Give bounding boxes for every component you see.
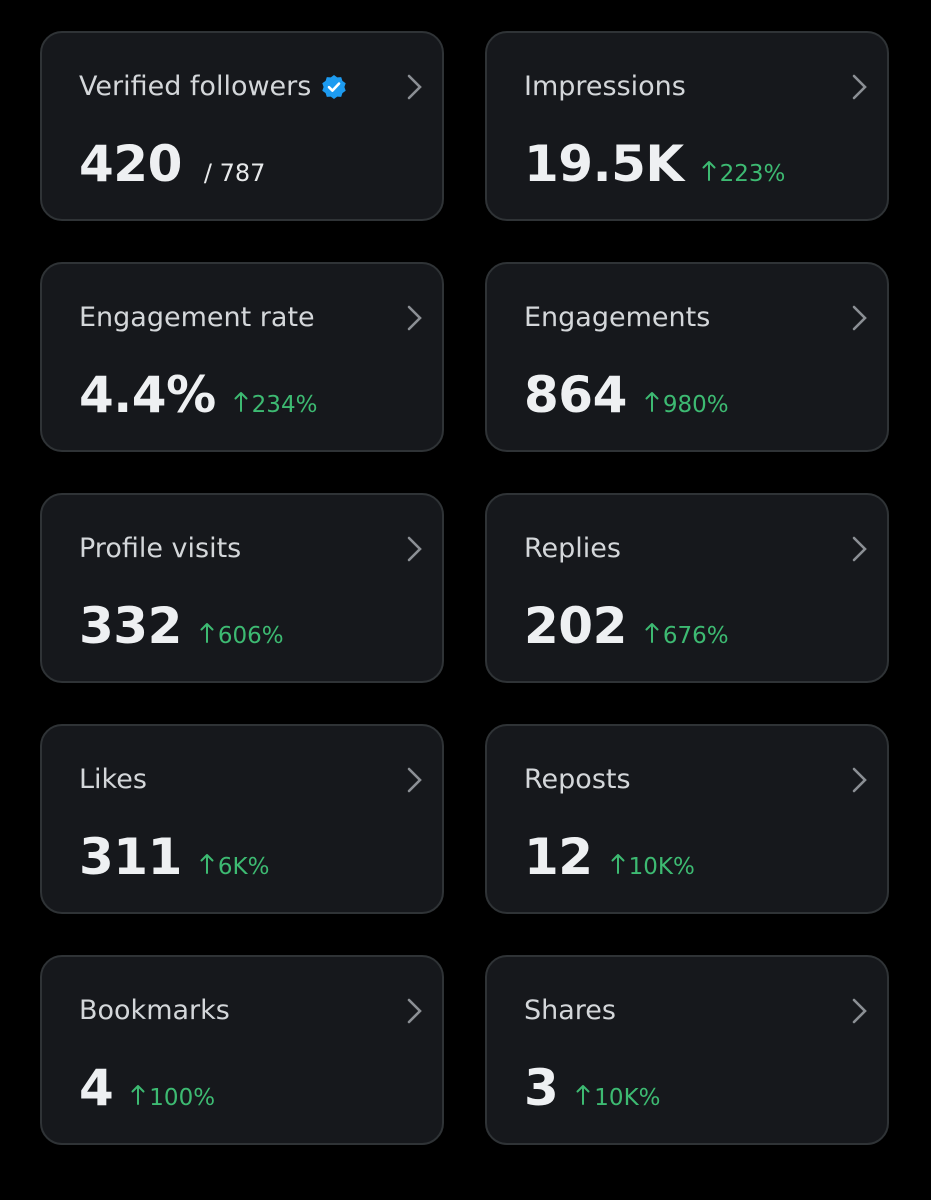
metric-label: Likes: [79, 764, 147, 795]
metric-change: 6K%: [200, 852, 270, 880]
metric-change-value: 6K%: [217, 854, 270, 880]
metric-change: 676%: [645, 621, 729, 649]
metric-change-value: 100%: [149, 1085, 216, 1111]
chevron-right: [852, 74, 867, 100]
metric-label-row: Shares: [524, 995, 616, 1026]
metric-value: 311: [79, 828, 182, 886]
chevron-right: [852, 998, 867, 1024]
metric-label-row: Profile visits: [79, 533, 241, 564]
metric-value-row: 420 / 787: [79, 135, 265, 193]
metric-change: 10K%: [611, 852, 695, 880]
metric-change: 234%: [234, 390, 318, 418]
metric-change-value: 676%: [662, 623, 729, 649]
metric-card[interactable]: Verified followers 420 / 787: [40, 31, 444, 221]
chevron-right: [407, 305, 422, 331]
metric-change-value: 10K%: [594, 1085, 661, 1111]
metric-label-row: Engagement rate: [79, 302, 315, 333]
metric-label: Engagements: [524, 302, 711, 333]
metric-value-row: 3 10K%: [524, 1059, 661, 1117]
metric-label: Impressions: [524, 71, 686, 102]
metric-card[interactable]: Likes 311 6K%: [40, 724, 444, 914]
metric-value: 19.5K: [524, 135, 684, 193]
metric-value-row: 12 10K%: [524, 828, 695, 886]
verified-badge: [322, 74, 347, 99]
chevron-right: [407, 536, 422, 562]
metric-label-row: Bookmarks: [79, 995, 230, 1026]
metric-label: Profile visits: [79, 533, 242, 564]
metric-change-value: 980%: [662, 392, 729, 418]
metric-change: 223%: [702, 159, 786, 187]
metric-value-row: 332 606%: [79, 597, 284, 655]
metric-change: 10K%: [576, 1083, 661, 1111]
metric-card[interactable]: Replies 202 676%: [485, 493, 889, 683]
metric-change: 606%: [200, 621, 284, 649]
metric-label: Engagement rate: [79, 302, 315, 333]
metric-card[interactable]: Reposts 12 10K%: [485, 724, 889, 914]
metric-value: 4.4%: [79, 366, 216, 424]
metric-value-row: 864 980%: [524, 366, 729, 424]
up-arrow: [234, 392, 248, 412]
metric-value: 12: [524, 828, 593, 886]
metric-label: Bookmarks: [79, 995, 230, 1026]
metric-label-row: Replies: [524, 533, 621, 564]
metric-card[interactable]: Shares 3 10K%: [485, 955, 889, 1145]
metric-card[interactable]: Bookmarks 4 100%: [40, 955, 444, 1145]
metric-value: 864: [524, 366, 627, 424]
metric-label-row: Reposts: [524, 764, 631, 795]
up-arrow: [702, 161, 716, 181]
up-arrow: [131, 1085, 145, 1105]
up-arrow: [200, 854, 214, 874]
up-arrow: [645, 392, 659, 412]
chevron-right: [407, 74, 422, 100]
chevron-right: [852, 305, 867, 331]
chevron-right: [407, 767, 422, 793]
up-arrow: [576, 1085, 590, 1105]
metric-value-row: 311 6K%: [79, 828, 269, 886]
metric-label: Replies: [524, 533, 621, 564]
metric-value-row: 4.4% 234%: [79, 366, 317, 424]
metric-value-row: 4 100%: [79, 1059, 215, 1117]
chevron-right: [852, 536, 867, 562]
metric-value: 3: [524, 1059, 559, 1117]
metric-card[interactable]: Engagements 864 980%: [485, 262, 889, 452]
metric-label-row: Likes: [79, 764, 147, 795]
metric-value-row: 19.5K 223%: [524, 135, 785, 193]
metric-card[interactable]: Profile visits 332 606%: [40, 493, 444, 683]
metric-label-row: Engagements: [524, 302, 710, 333]
metric-change-value: 606%: [217, 623, 284, 649]
metric-change-value: 10K%: [628, 854, 695, 880]
metric-change-value: 234%: [251, 392, 318, 418]
metric-value: 332: [79, 597, 182, 655]
metric-card[interactable]: Impressions 19.5K 223%: [485, 31, 889, 221]
metric-value: 420: [79, 135, 182, 193]
metric-value: 4: [79, 1059, 114, 1117]
up-arrow: [645, 623, 659, 643]
metric-label-row: Impressions: [524, 71, 686, 102]
metric-label-row: Verified followers: [79, 71, 347, 102]
up-arrow: [200, 623, 214, 643]
metric-label: Verified followers: [79, 71, 312, 102]
metric-change: 980%: [645, 390, 729, 418]
metric-change-value: 223%: [719, 161, 786, 187]
metric-change: 100%: [131, 1083, 215, 1111]
up-arrow: [611, 854, 625, 874]
metric-card[interactable]: Engagement rate 4.4% 234%: [40, 262, 444, 452]
metric-label: Shares: [524, 995, 616, 1026]
metric-value-row: 202 676%: [524, 597, 729, 655]
metric-value: 202: [524, 597, 627, 655]
metric-label: Reposts: [524, 764, 631, 795]
chevron-right: [407, 998, 422, 1024]
metric-total: / 787: [203, 159, 266, 187]
chevron-right: [852, 767, 867, 793]
